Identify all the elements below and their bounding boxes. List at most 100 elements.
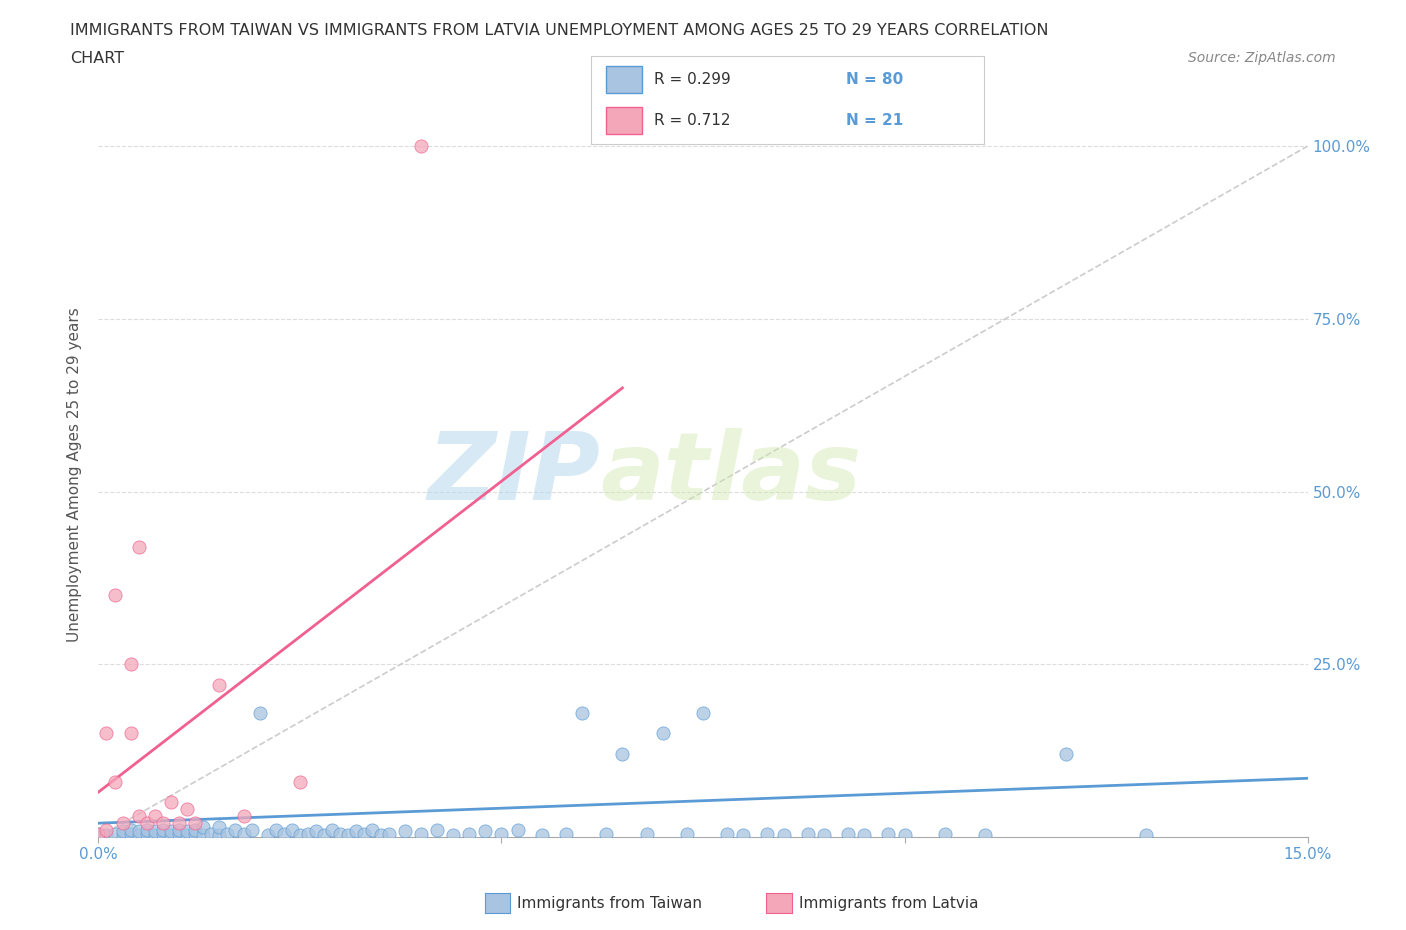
Point [128, 824, 150, 839]
Point [176, 802, 198, 817]
FancyBboxPatch shape [606, 107, 641, 134]
Point [264, 823, 287, 838]
Point [893, 828, 915, 843]
Point [491, 826, 513, 841]
Point [314, 828, 336, 843]
Point [200, 826, 222, 841]
Point [184, 816, 207, 830]
Point [111, 816, 134, 830]
Point [837, 826, 859, 841]
Point [636, 826, 658, 841]
Point [152, 826, 174, 841]
Point [337, 828, 360, 843]
Text: N = 21: N = 21 [846, 113, 904, 127]
Point [208, 828, 231, 843]
Point [377, 826, 399, 841]
Point [160, 795, 183, 810]
Point [716, 826, 738, 841]
Point [409, 139, 432, 153]
Point [193, 819, 215, 834]
Point [474, 824, 496, 839]
Point [853, 828, 876, 843]
Point [651, 726, 673, 741]
Point [224, 823, 246, 838]
Point [240, 823, 263, 838]
Point [305, 824, 328, 839]
Point [1135, 828, 1157, 843]
Point [143, 828, 166, 843]
Point [128, 539, 150, 554]
Point [167, 826, 190, 841]
Point [370, 828, 392, 843]
Text: ZIP: ZIP [427, 429, 600, 520]
Point [176, 824, 198, 839]
Point [288, 828, 311, 843]
Point [756, 826, 779, 841]
Point [329, 826, 352, 841]
Point [772, 828, 794, 843]
Point [458, 826, 481, 841]
Point [733, 828, 755, 843]
Text: Immigrants from Latvia: Immigrants from Latvia [799, 896, 979, 910]
Point [877, 826, 900, 841]
Text: Source: ZipAtlas.com: Source: ZipAtlas.com [1188, 51, 1336, 65]
Point [797, 826, 820, 841]
Point [111, 824, 134, 839]
Point [128, 828, 150, 843]
Point [135, 816, 157, 830]
Point [297, 826, 319, 841]
Text: Immigrants from Taiwan: Immigrants from Taiwan [517, 896, 703, 910]
Point [813, 828, 835, 843]
Point [96, 828, 118, 843]
Point [934, 826, 956, 841]
Text: N = 80: N = 80 [846, 73, 904, 87]
Point [530, 828, 553, 843]
Point [96, 726, 118, 741]
Point [344, 824, 367, 839]
Point [184, 826, 207, 841]
Text: R = 0.712: R = 0.712 [654, 113, 730, 127]
Point [232, 826, 254, 841]
Point [152, 816, 174, 830]
Y-axis label: Unemployment Among Ages 25 to 29 years: Unemployment Among Ages 25 to 29 years [67, 307, 83, 642]
Point [120, 657, 142, 671]
Text: atlas: atlas [600, 429, 862, 520]
Point [128, 809, 150, 824]
Point [1054, 747, 1077, 762]
Point [193, 828, 215, 843]
Point [208, 819, 231, 834]
Point [394, 824, 416, 839]
Point [426, 823, 449, 838]
Point [288, 775, 311, 790]
Point [692, 705, 714, 720]
Point [217, 826, 239, 841]
Point [143, 824, 166, 839]
Point [160, 824, 183, 839]
Point [361, 823, 384, 838]
Text: CHART: CHART [70, 51, 124, 66]
Point [152, 823, 174, 838]
Point [120, 726, 142, 741]
Point [103, 588, 125, 603]
Point [273, 826, 295, 841]
Text: R = 0.299: R = 0.299 [654, 73, 730, 87]
Point [135, 826, 157, 841]
Point [232, 809, 254, 824]
Point [974, 828, 997, 843]
Point [281, 823, 304, 838]
Point [167, 816, 190, 830]
Point [103, 775, 125, 790]
Point [120, 823, 142, 838]
Point [87, 826, 110, 841]
Point [506, 823, 529, 838]
Text: IMMIGRANTS FROM TAIWAN VS IMMIGRANTS FROM LATVIA UNEMPLOYMENT AMONG AGES 25 TO 2: IMMIGRANTS FROM TAIWAN VS IMMIGRANTS FRO… [70, 23, 1049, 38]
Point [321, 823, 343, 838]
Point [87, 826, 110, 841]
Point [103, 826, 125, 841]
Point [409, 826, 432, 841]
Point [208, 678, 231, 693]
Point [676, 826, 699, 841]
Point [96, 823, 118, 838]
Point [160, 828, 183, 843]
Point [184, 823, 207, 838]
